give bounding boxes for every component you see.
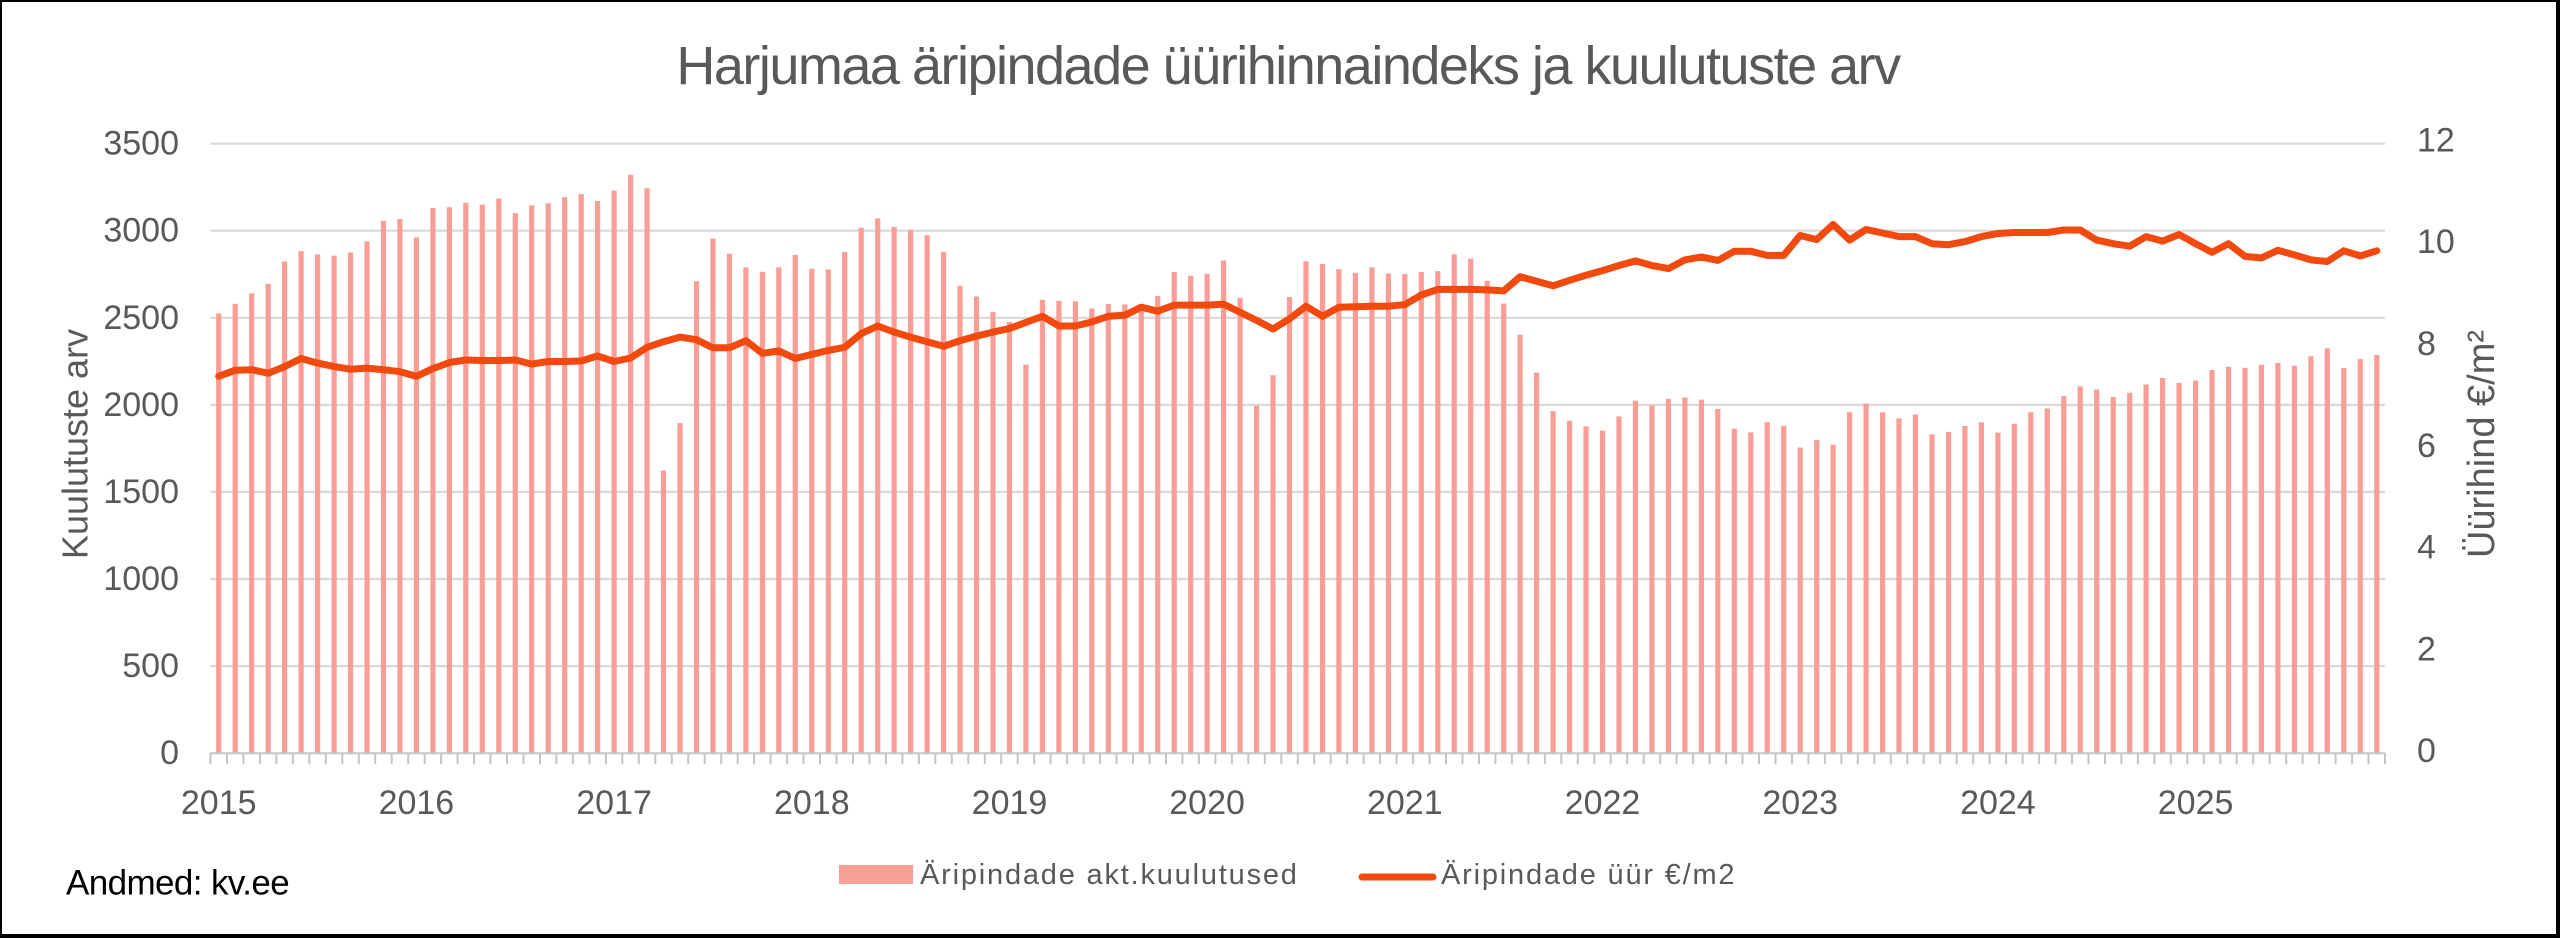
svg-text:8: 8 [2417, 325, 2436, 363]
svg-text:Üürihind €/m²: Üürihind €/m² [2461, 330, 2503, 558]
svg-text:2025: 2025 [2158, 784, 2234, 822]
svg-text:2020: 2020 [1169, 784, 1245, 822]
svg-text:2019: 2019 [972, 784, 1048, 822]
svg-text:12: 12 [2417, 121, 2455, 159]
svg-text:3500: 3500 [103, 125, 179, 163]
svg-text:2024: 2024 [1960, 784, 2036, 822]
svg-text:2500: 2500 [103, 299, 179, 337]
svg-text:2000: 2000 [103, 386, 179, 424]
svg-text:3000: 3000 [103, 212, 179, 250]
svg-text:10: 10 [2417, 223, 2455, 261]
svg-text:Äripindade üür €/m2: Äripindade üür €/m2 [1441, 859, 1736, 891]
svg-text:Andmed: kv.ee: Andmed: kv.ee [66, 864, 289, 903]
svg-text:2018: 2018 [774, 784, 850, 822]
svg-text:0: 0 [2417, 732, 2436, 770]
svg-text:0: 0 [160, 734, 179, 772]
svg-text:500: 500 [122, 647, 179, 685]
svg-text:2: 2 [2417, 630, 2436, 668]
svg-text:Kuulutuste arv: Kuulutuste arv [55, 329, 96, 559]
svg-text:Äripindade akt.kuulutused: Äripindade akt.kuulutused [920, 859, 1299, 891]
svg-text:2016: 2016 [379, 784, 455, 822]
svg-text:2015: 2015 [181, 784, 257, 822]
svg-text:Harjumaa äripindade üürihinnai: Harjumaa äripindade üürihinnaindeks ja k… [676, 36, 1901, 96]
svg-text:2021: 2021 [1367, 784, 1443, 822]
svg-text:6: 6 [2417, 427, 2436, 465]
svg-text:1500: 1500 [103, 473, 179, 511]
svg-text:2022: 2022 [1565, 784, 1641, 822]
svg-text:4: 4 [2417, 529, 2436, 567]
svg-text:1000: 1000 [103, 560, 179, 598]
svg-text:2017: 2017 [576, 784, 652, 822]
svg-text:2023: 2023 [1762, 784, 1838, 822]
